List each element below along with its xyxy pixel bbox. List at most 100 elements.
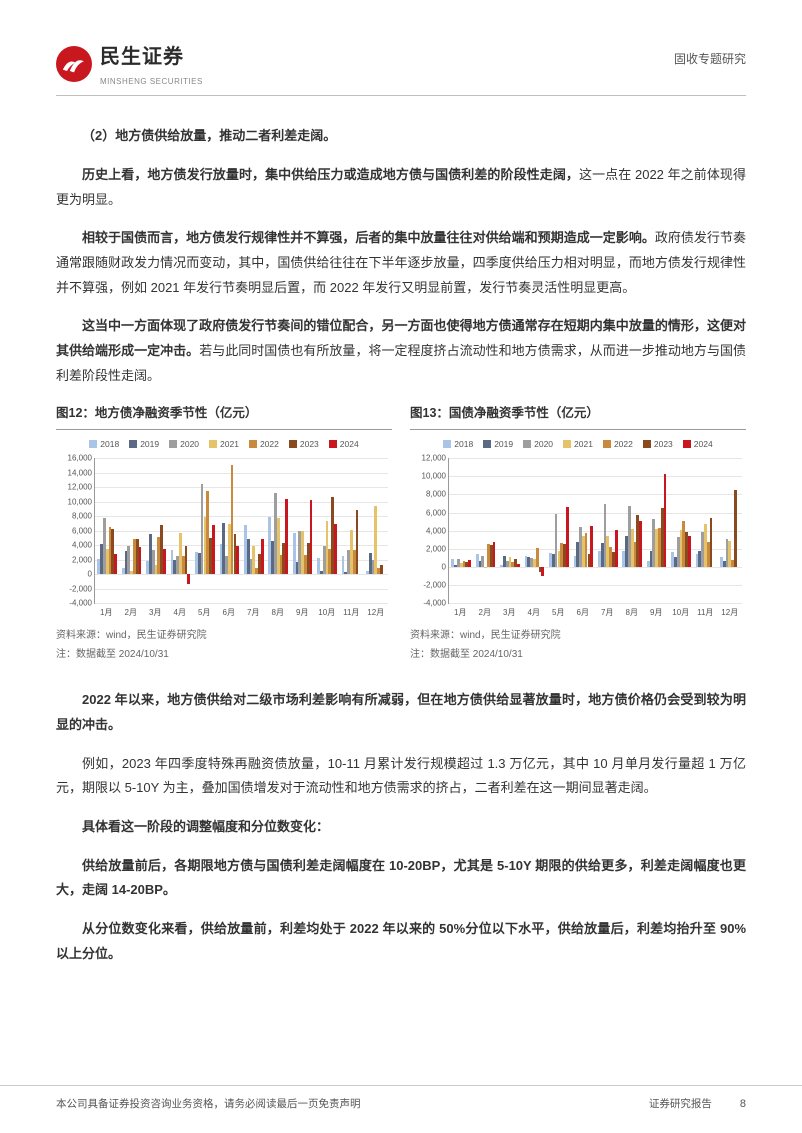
legend-label: 2024 [694, 436, 713, 452]
legend-label: 2023 [654, 436, 673, 452]
chart-13-column: 图13：国债净融资季节性（亿元） 20182019202020212022202… [410, 402, 746, 664]
y-tick-label: 14,000 [68, 465, 95, 480]
page-footer: 本公司具备证券投资咨询业务资格，请务必阅读最后一页免责声明 证券研究报告 8 [0, 1085, 802, 1115]
x-tick-label: 1月 [94, 605, 119, 620]
x-tick-row: 1月2月3月4月5月6月7月8月9月10月11月12月 [448, 605, 742, 620]
para-6: 例如，2023 年四季度特殊再融资债放量，10-11 月累计发行规模超过 1.3… [56, 752, 746, 801]
legend-label: 2020 [180, 436, 199, 452]
bar [285, 499, 288, 574]
x-tick-label: 9月 [290, 605, 315, 620]
legend-swatch [643, 440, 651, 448]
x-tick-label: 10月 [669, 605, 694, 620]
y-tick-label: 2,000 [72, 552, 95, 567]
legend-swatch [443, 440, 451, 448]
x-tick-label: 5月 [546, 605, 571, 620]
month-group [571, 458, 595, 603]
x-tick-label: 5月 [192, 605, 217, 620]
x-tick-label: 12月 [364, 605, 389, 620]
y-tick-label: -2,000 [69, 581, 95, 596]
y-tick-label: 2,000 [426, 541, 449, 556]
legend-swatch [603, 440, 611, 448]
y-tick-label: 16,000 [68, 451, 95, 466]
month-group [95, 458, 119, 603]
month-group [669, 458, 693, 603]
legend-item: 2019 [129, 436, 159, 452]
y-tick-label: 10,000 [68, 494, 95, 509]
legend-label: 2018 [454, 436, 473, 452]
legend-swatch [129, 440, 137, 448]
chart-legend: 2018201920202021202220232024 [56, 432, 392, 454]
body-text-upper: （2）地方债供给放量，推动二者利差走阔。 历史上看，地方债发行放量时，集中供给压… [56, 124, 746, 388]
bar [590, 526, 593, 567]
bar [688, 536, 691, 567]
month-group [498, 458, 522, 603]
month-group [290, 458, 314, 603]
month-group [547, 458, 571, 603]
month-group [620, 458, 644, 603]
legend-label: 2021 [220, 436, 239, 452]
bar [380, 565, 383, 574]
chart-12-source: 资料来源：wind，民生证券研究院 注：数据截至 2024/10/31 [56, 626, 392, 664]
bar [615, 530, 618, 567]
y-tick-label: 8,000 [72, 509, 95, 524]
x-tick-label: 7月 [241, 605, 266, 620]
bar [517, 564, 520, 567]
legend-label: 2022 [260, 436, 279, 452]
legend-item: 2021 [209, 436, 239, 452]
bar [541, 567, 544, 576]
footer-disclaimer: 本公司具备证券投资咨询业务资格，请务必阅读最后一页免责声明 [56, 1095, 361, 1115]
company-name-cn: 民生证券 [100, 38, 203, 76]
x-tick-label: 2月 [473, 605, 498, 620]
month-group [144, 458, 168, 603]
bar [374, 506, 377, 574]
para-5: 2022 年以来，地方债供给对二级市场利差影响有所减弱，但在地方债供给显著放量时… [56, 688, 746, 737]
x-tick-label: 3月 [497, 605, 522, 620]
para-1: （2）地方债供给放量，推动二者利差走阔。 [56, 124, 746, 149]
legend-label: 2021 [574, 436, 593, 452]
legend-label: 2019 [494, 436, 513, 452]
month-group [315, 458, 339, 603]
bar [310, 500, 313, 574]
header-divider [56, 95, 746, 96]
x-tick-label: 8月 [266, 605, 291, 620]
y-tick-label: 12,000 [422, 451, 449, 466]
legend-label: 2023 [300, 436, 319, 452]
y-tick-label: 10,000 [422, 469, 449, 484]
legend-swatch [169, 440, 177, 448]
y-tick-label: -4,000 [423, 596, 449, 611]
page-header: 民生证券 MINSHENG SECURITIES 固收专题研究 [56, 38, 746, 89]
y-tick-label: 0 [88, 567, 95, 582]
para-9: 从分位数变化来看，供给放量前，利差均处于 2022 年以来的 50%分位以下水平… [56, 917, 746, 966]
para-2: 历史上看，地方债发行放量时，集中供给压力或造成地方债与国债利差的阶段性走阔，这一… [56, 163, 746, 212]
bar [163, 549, 166, 574]
y-tick-label: 4,000 [426, 523, 449, 538]
legend-item: 2024 [683, 436, 713, 452]
para-8: 供给放量前后，各期限地方债与国债利差走阔幅度在 10-20BP，尤其是 5-10… [56, 854, 746, 903]
month-group [168, 458, 192, 603]
y-tick-label: 6,000 [426, 505, 449, 520]
charts-row: 图12：地方债净融资季节性（亿元） 2018201920202021202220… [56, 402, 746, 664]
legend-swatch [523, 440, 531, 448]
chart-12-plot: 2018201920202021202220232024-4,000-2,000… [56, 432, 392, 622]
month-group [242, 458, 266, 603]
plot-area: -4,000-2,00002,0004,0006,0008,00010,0001… [448, 458, 742, 604]
bar [481, 556, 484, 567]
x-tick-label: 4月 [168, 605, 193, 620]
chart-legend: 2018201920202021202220232024 [410, 432, 746, 454]
bar [493, 542, 496, 566]
bar [187, 574, 190, 584]
y-tick-label: 0 [442, 559, 449, 574]
x-tick-label: 7月 [595, 605, 620, 620]
month-group [266, 458, 290, 603]
month-group [339, 458, 363, 603]
legend-item: 2023 [289, 436, 319, 452]
x-tick-label: 4月 [522, 605, 547, 620]
x-tick-label: 6月 [217, 605, 242, 620]
legend-label: 2020 [534, 436, 553, 452]
bar [261, 539, 264, 575]
bar [114, 554, 117, 574]
y-tick-label: 4,000 [72, 538, 95, 553]
legend-label: 2019 [140, 436, 159, 452]
bar [185, 546, 188, 574]
x-tick-label: 9月 [644, 605, 669, 620]
